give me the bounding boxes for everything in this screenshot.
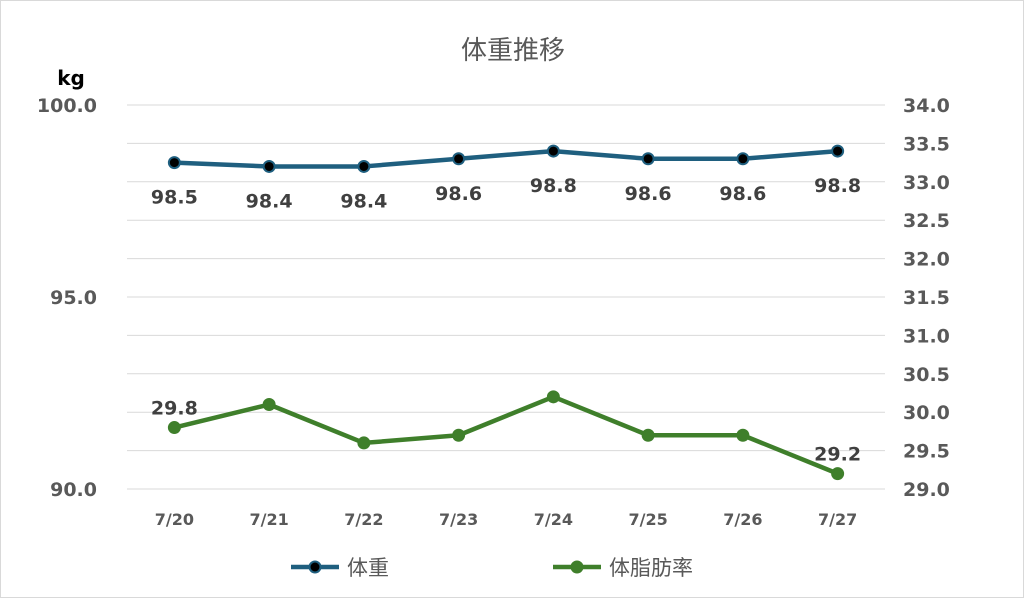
x-axis-ticks: 7/20 7/21 7/22 7/23 7/24 7/25 7/26 7/27 bbox=[155, 510, 858, 529]
data-point bbox=[357, 436, 371, 450]
data-point bbox=[167, 156, 181, 170]
gridlines bbox=[127, 104, 885, 490]
right-tick-label: 29.0 bbox=[903, 479, 950, 501]
data-label: 98.4 bbox=[246, 190, 293, 212]
series-body-fat: 29.8 29.2 bbox=[151, 390, 861, 481]
x-tick-label: 7/25 bbox=[629, 510, 668, 529]
data-point bbox=[736, 428, 750, 442]
data-point bbox=[641, 428, 655, 442]
right-axis-ticks: 29.0 29.5 30.0 30.5 31.0 31.5 32.0 32.5 33.0 33.5… bbox=[903, 95, 950, 501]
data-label: 98.6 bbox=[435, 183, 482, 205]
data-point bbox=[546, 144, 560, 158]
x-tick-label: 7/20 bbox=[155, 510, 194, 529]
data-point bbox=[736, 152, 750, 166]
data-label: 29.2 bbox=[814, 444, 861, 466]
data-label: 98.6 bbox=[625, 183, 672, 205]
data-point bbox=[262, 398, 276, 412]
left-tick-label: 95.0 bbox=[50, 287, 97, 309]
left-tick-label: 90.0 bbox=[50, 479, 97, 501]
x-tick-label: 7/26 bbox=[723, 510, 762, 529]
legend-item: 体脂肪率 bbox=[553, 556, 693, 580]
data-point bbox=[357, 159, 371, 173]
data-label: 98.8 bbox=[814, 175, 861, 197]
right-tick-label: 29.5 bbox=[903, 441, 950, 463]
right-tick-label: 32.5 bbox=[903, 210, 950, 232]
left-axis-unit: kg bbox=[57, 66, 85, 90]
right-tick-label: 33.0 bbox=[903, 172, 950, 194]
data-point bbox=[641, 152, 655, 166]
data-point bbox=[452, 152, 466, 166]
legend-label: 体重 bbox=[347, 556, 389, 580]
right-tick-label: 32.0 bbox=[903, 249, 950, 271]
left-tick-label: 100.0 bbox=[37, 95, 97, 117]
right-tick-label: 33.5 bbox=[903, 133, 950, 155]
data-point bbox=[167, 421, 181, 435]
data-point bbox=[452, 428, 466, 442]
data-point bbox=[262, 159, 276, 173]
right-tick-label: 34.0 bbox=[903, 95, 950, 117]
x-tick-label: 7/27 bbox=[818, 510, 857, 529]
right-tick-label: 30.5 bbox=[903, 364, 950, 386]
x-tick-label: 7/22 bbox=[344, 510, 383, 529]
data-label: 98.4 bbox=[340, 190, 387, 212]
right-tick-label: 31.5 bbox=[903, 287, 950, 309]
data-point bbox=[831, 467, 845, 481]
data-label: 98.5 bbox=[151, 187, 198, 209]
series-line bbox=[172, 148, 840, 169]
data-label: 29.8 bbox=[151, 398, 198, 420]
data-point bbox=[546, 390, 560, 404]
legend-marker bbox=[570, 560, 584, 574]
data-label: 98.8 bbox=[530, 175, 577, 197]
x-tick-label: 7/24 bbox=[534, 510, 573, 529]
legend-item: 体重 bbox=[291, 556, 389, 580]
chart-title: 体重推移 bbox=[461, 36, 565, 66]
x-tick-label: 7/23 bbox=[439, 510, 478, 529]
series-layer: 98.5 98.4 98.4 98.6 98.8 98.6 98.6 98.8 29.8 29.2 bbox=[151, 144, 861, 481]
left-axis-ticks: 90.0 95.0 100.0 bbox=[37, 95, 97, 501]
legend: 体重 体脂肪率 bbox=[291, 556, 693, 580]
right-tick-label: 31.0 bbox=[903, 325, 950, 347]
x-tick-label: 7/21 bbox=[250, 510, 289, 529]
data-label: 98.6 bbox=[719, 183, 766, 205]
series-line bbox=[172, 394, 840, 476]
legend-marker bbox=[308, 560, 322, 574]
series-weight: 98.5 98.4 98.4 98.6 98.8 98.6 98.6 98.8 bbox=[151, 144, 861, 212]
legend-label: 体脂肪率 bbox=[609, 556, 693, 580]
right-tick-label: 30.0 bbox=[903, 402, 950, 424]
data-point bbox=[831, 144, 845, 158]
